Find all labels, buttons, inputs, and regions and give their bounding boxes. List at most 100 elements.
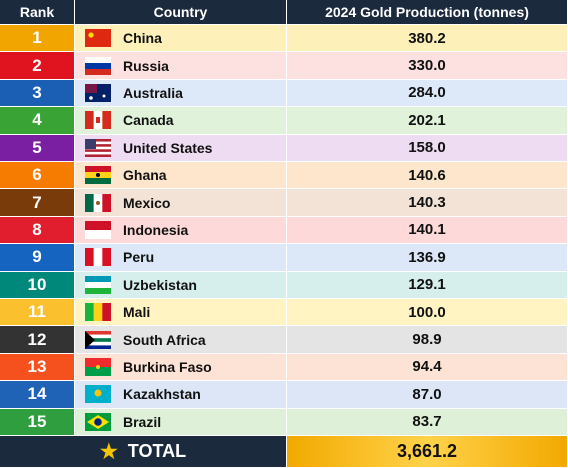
flag — [85, 83, 111, 102]
flag-shape — [85, 146, 111, 150]
country-cell: Uzbekistan — [75, 271, 287, 299]
country-cell: Ghana — [75, 162, 287, 190]
flag-shape — [85, 166, 111, 173]
flag-shape — [85, 149, 111, 152]
table-row: 1 China 380.2 — [0, 25, 568, 53]
flag-shape — [85, 341, 111, 346]
flag-shape — [85, 229, 111, 239]
country-name: Burkina Faso — [123, 358, 212, 375]
country-cell: South Africa — [75, 326, 287, 354]
country-cell: Russia — [75, 52, 287, 80]
flag-shape — [85, 178, 111, 185]
total-label: TOTAL — [127, 441, 187, 461]
flag-shape — [102, 248, 111, 267]
rank-cell: 4 — [0, 107, 75, 135]
rank-cell: 10 — [0, 271, 75, 299]
rank-cell: 3 — [0, 79, 75, 108]
country-name: Russia — [123, 57, 169, 74]
flag-shape — [85, 111, 94, 130]
flag-shape — [102, 94, 106, 98]
country-cell: Peru — [75, 244, 287, 272]
country-cell: China — [75, 25, 287, 53]
flag-shape — [96, 173, 100, 178]
flag-shape — [85, 62, 111, 69]
country-name: South Africa — [123, 331, 206, 348]
rank-cell: 12 — [0, 326, 75, 354]
table-row: 11 Mali 100.0 — [0, 299, 568, 327]
flag-shape — [85, 56, 111, 63]
production-cell: 140.3 — [287, 189, 568, 217]
flag-shape — [88, 32, 94, 38]
table-row: 13 Burkina Faso 94.4 — [0, 353, 568, 382]
table-row: 6 Ghana 140.6 — [0, 162, 568, 190]
production-cell: 136.9 — [287, 244, 568, 272]
country-cell: Australia — [75, 79, 287, 108]
header-cell: 2024 Gold Production (tonnes) — [287, 0, 568, 25]
flag-shape — [102, 193, 111, 212]
flag — [85, 193, 111, 212]
table-row: 4 Canada 202.1 — [0, 107, 568, 135]
flag-shape — [93, 303, 103, 322]
header-row: Rank Country 2024 Gold Production (tonne… — [0, 0, 568, 25]
country-name: Mexico — [123, 194, 171, 211]
flag-shape — [85, 143, 111, 147]
production-cell: 330.0 — [287, 52, 568, 80]
country-name: Ghana — [123, 167, 167, 184]
flag-shape — [85, 303, 94, 322]
production-cell: 202.1 — [287, 107, 568, 135]
flag-shape — [93, 248, 103, 267]
total-row: ★ TOTAL 3,661.2 — [0, 436, 568, 468]
flag-shape — [96, 117, 100, 124]
country-name: Mali — [123, 304, 151, 321]
flag — [85, 29, 111, 48]
table-row: 14 Kazakhstan 87.0 — [0, 381, 568, 409]
production-cell: 158.0 — [287, 134, 568, 162]
table-row: 15 Brazil 83.7 — [0, 408, 568, 436]
production-cell: 140.1 — [287, 216, 568, 245]
flag-shape — [85, 344, 111, 349]
flag-shape — [85, 366, 111, 376]
flag-shape — [85, 29, 111, 48]
country-cell: Indonesia — [75, 216, 287, 245]
table-row: 12 South Africa 98.9 — [0, 326, 568, 354]
rank-cell: 7 — [0, 189, 75, 217]
table-row: 7 Mexico 140.3 — [0, 189, 568, 217]
rank-cell: 2 — [0, 52, 75, 80]
flag — [85, 56, 111, 75]
star-icon: ★ — [99, 441, 118, 463]
flag-shape — [85, 248, 94, 267]
flag — [85, 385, 111, 404]
flag — [85, 357, 111, 376]
production-cell: 129.1 — [287, 271, 568, 299]
total-value: 3,661.2 — [287, 436, 568, 468]
table-row: 8 Indonesia 140.1 — [0, 216, 568, 245]
country-name: Brazil — [123, 413, 162, 430]
flag-shape — [85, 337, 111, 342]
country-cell: Kazakhstan — [75, 381, 287, 409]
flag — [85, 330, 111, 349]
rank-cell: 5 — [0, 134, 75, 162]
flag — [85, 138, 111, 157]
country-cell: Burkina Faso — [75, 353, 287, 382]
rank-cell: 8 — [0, 216, 75, 245]
production-cell: 83.7 — [287, 408, 568, 436]
total-label-cell: ★ TOTAL — [0, 436, 287, 468]
country-name: Australia — [123, 84, 183, 101]
production-cell: 94.4 — [287, 353, 568, 382]
rank-cell: 14 — [0, 381, 75, 409]
rank-cell: 11 — [0, 299, 75, 327]
flag-shape — [85, 141, 111, 145]
table-row: 5 United States 158.0 — [0, 134, 568, 162]
flag-shape — [85, 151, 111, 155]
country-cell: Mexico — [75, 189, 287, 217]
flag — [85, 303, 111, 322]
flag-shape — [102, 111, 111, 130]
table-row: 9 Peru 136.9 — [0, 244, 568, 272]
flag — [85, 248, 111, 267]
flag-shape — [85, 220, 111, 231]
flag-shape — [85, 154, 111, 157]
flag — [85, 166, 111, 185]
flag-shape — [85, 357, 111, 368]
production-cell: 140.6 — [287, 162, 568, 190]
